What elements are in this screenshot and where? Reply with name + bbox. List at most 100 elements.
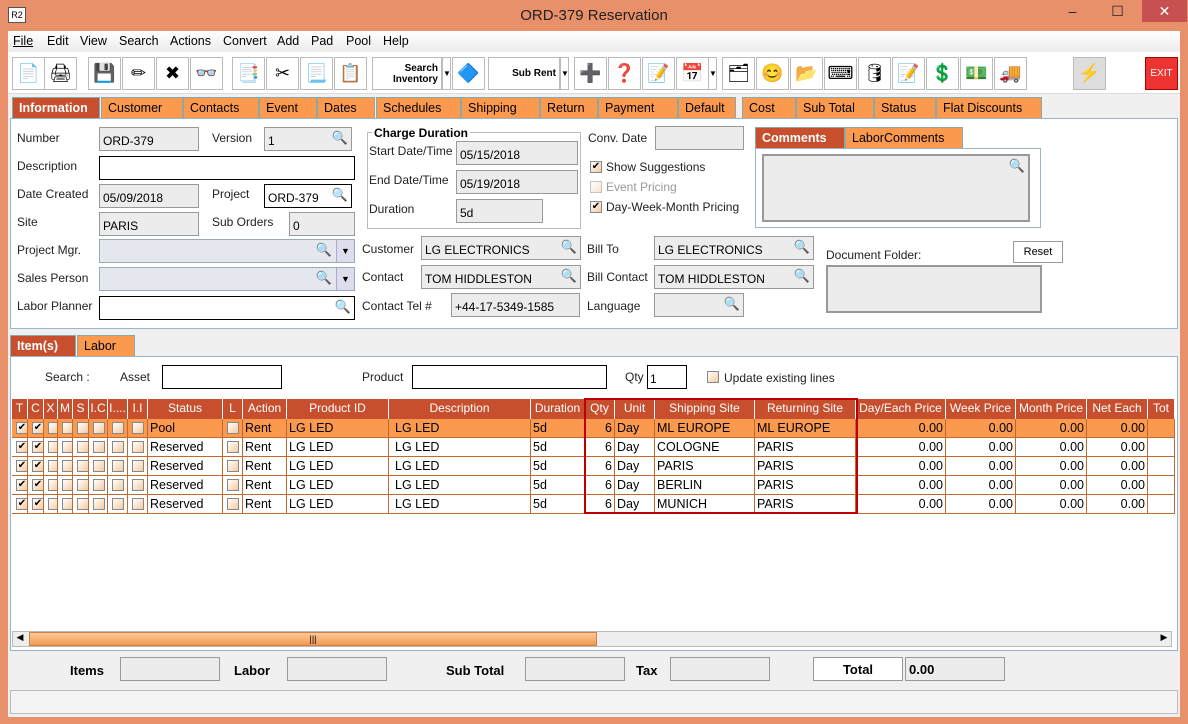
row-total-cell[interactable] [1148,457,1175,476]
row-t-checkbox[interactable]: ✔ [16,422,27,434]
row-duration-cell[interactable]: 5d [531,457,585,476]
tab-labor[interactable]: Labor [77,335,135,356]
truck-icon[interactable]: 🚚 [994,57,1027,90]
row-action-cell[interactable]: Rent [243,438,287,457]
scroll-left-icon[interactable]: ◀ [16,632,24,642]
menu-edit[interactable]: Edit [47,34,69,48]
calendar-dropdown[interactable]: ▼ [708,57,717,90]
row-description-cell[interactable]: LG LED [389,457,531,476]
row-status-cell[interactable]: Reserved [148,457,223,476]
conv-date-field[interactable] [655,126,744,150]
row-net-cell[interactable]: 0.00 [1087,476,1148,495]
maximize-button[interactable]: ☐ [1111,3,1124,19]
column-header-month[interactable]: Month Price [1016,399,1087,419]
menu-view[interactable]: View [80,34,107,48]
row-ic-checkbox[interactable] [93,422,105,434]
row-s-checkbox[interactable] [77,498,88,510]
row-status-cell[interactable]: Reserved [148,476,223,495]
row-week-cell[interactable]: 0.00 [946,419,1016,438]
new-document-icon[interactable]: 📄 [12,57,45,90]
menu-file[interactable]: File [13,34,34,48]
column-header-i4[interactable]: I.... [108,399,128,419]
row-day-cell[interactable]: 0.00 [856,419,946,438]
version-field[interactable]: 1 🔍 [264,127,352,151]
number-field[interactable]: ORD-379 [99,127,199,151]
row-product-id-cell[interactable]: LG LED [287,476,389,495]
tab-flat-discounts[interactable]: Flat Discounts [936,97,1042,118]
calendar-icon[interactable]: 📅 [676,57,709,90]
row-month-cell[interactable]: 0.00 [1016,495,1087,514]
search-icon[interactable]: 🔍 [1008,158,1025,173]
row-m-checkbox[interactable] [62,441,72,453]
row-ii-checkbox[interactable] [132,479,144,491]
row-m-checkbox[interactable] [62,422,72,434]
row-duration-cell[interactable]: 5d [531,419,585,438]
binoculars-icon[interactable]: 👓 [190,57,223,90]
row-i4-checkbox[interactable] [112,498,124,510]
site-field[interactable]: PARIS [99,212,199,236]
tab-customer[interactable]: Customer [101,97,183,118]
column-header-s[interactable]: S [73,399,89,419]
sub-rent-dropdown[interactable]: ▼ [560,57,569,90]
row-net-cell[interactable]: 0.00 [1087,419,1148,438]
tab-payment[interactable]: Payment [598,97,678,118]
update-existing-checkbox[interactable] [707,371,719,383]
smiley-icon[interactable]: 😊 [756,57,789,90]
column-header-x[interactable]: X [44,399,58,419]
tab-status[interactable]: Status [874,97,936,118]
search-inventory-dropdown[interactable]: ▼ [442,57,451,90]
row-i4-checkbox[interactable] [112,479,124,491]
cut-icon[interactable]: ✂ [266,57,299,90]
row-unit-cell[interactable]: Day [615,419,655,438]
column-header-duration[interactable]: Duration [531,399,585,419]
search-icon[interactable]: 🔍 [331,187,348,202]
contact-field[interactable]: TOM HIDDLESTON 🔍 [421,265,581,289]
column-header-ii[interactable]: I.I [128,399,148,419]
column-header-returning[interactable]: Returning Site [755,399,856,419]
row-net-cell[interactable]: 0.00 [1087,438,1148,457]
row-week-cell[interactable]: 0.00 [946,476,1016,495]
tab-items[interactable]: Item(s) [10,335,76,356]
delete-x-icon[interactable]: ✖ [156,57,189,90]
row-l-checkbox[interactable] [227,498,239,510]
shapes-icon[interactable]: 🔷 [452,57,485,90]
row-shipping-cell[interactable]: ML EUROPE [655,419,755,438]
row-returning-cell[interactable]: PARIS [755,438,856,457]
sub-rent-button[interactable]: Sub Rent [488,57,560,90]
row-description-cell[interactable]: LG LED [389,438,531,457]
row-status-cell[interactable]: Pool [148,419,223,438]
show-suggestions-checkbox[interactable]: ✔ [590,161,602,173]
search-icon[interactable]: 🔍 [315,270,332,285]
row-ii-checkbox[interactable] [132,498,144,510]
row-s-checkbox[interactable] [77,441,88,453]
row-description-cell[interactable]: LG LED [389,476,531,495]
labor-planner-field[interactable]: 🔍 [99,296,355,320]
event-pricing-checkbox[interactable] [590,181,602,193]
edit-pencil-icon[interactable]: ✏ [122,57,155,90]
row-ii-checkbox[interactable] [132,441,144,453]
row-product-id-cell[interactable]: LG LED [287,495,389,514]
menu-add[interactable]: Add [277,34,300,48]
tab-sub-total[interactable]: Sub Total [796,97,874,118]
row-month-cell[interactable]: 0.00 [1016,438,1087,457]
tab-information[interactable]: Information [12,97,100,118]
row-shipping-cell[interactable]: BERLIN [655,476,755,495]
exit-button[interactable]: EXIT [1145,57,1178,90]
contact-tel-field[interactable]: +44-17-5349-1585 [451,293,580,317]
tab-default[interactable]: Default [678,97,736,118]
stacked-barrels-icon[interactable]: 🛢 [858,57,891,90]
chevron-down-icon[interactable]: ▼ [336,240,354,262]
row-net-cell[interactable]: 0.00 [1087,457,1148,476]
row-m-checkbox[interactable] [62,498,72,510]
tab-cost[interactable]: Cost [742,97,796,118]
customer-field[interactable]: LG ELECTRONICS 🔍 [421,236,581,260]
row-day-cell[interactable]: 0.00 [856,495,946,514]
row-qty-cell[interactable]: 6 [585,457,615,476]
row-description-cell[interactable]: LG LED [389,495,531,514]
row-s-checkbox[interactable] [77,460,88,472]
balls-help-icon[interactable]: ❓ [608,57,641,90]
search-icon[interactable]: 🔍 [331,130,348,145]
row-i4-checkbox[interactable] [112,460,124,472]
column-header-m[interactable]: M [58,399,73,419]
duration-field[interactable]: 5d [456,199,543,223]
